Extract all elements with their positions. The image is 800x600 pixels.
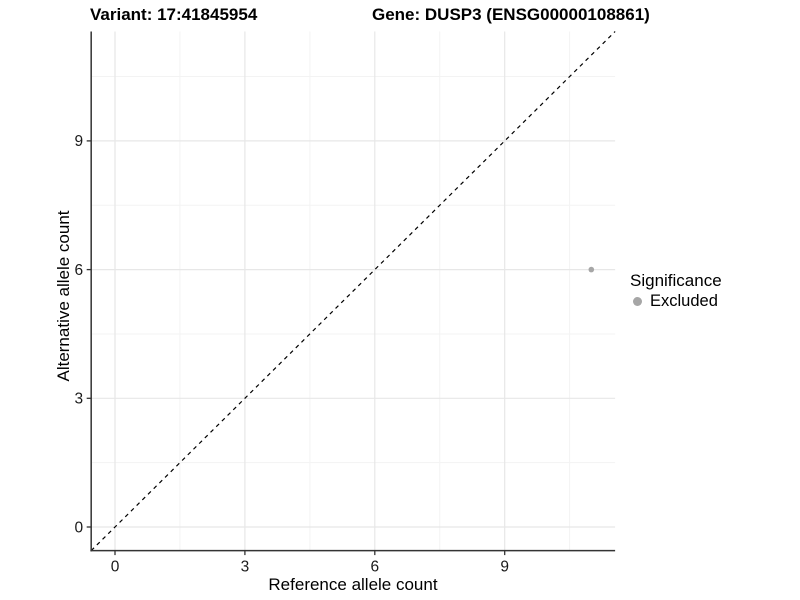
- gene-title: Gene: DUSP3 (ENSG00000108861): [372, 5, 650, 24]
- x-tick-label: 0: [111, 559, 120, 576]
- identity-line: [90, 31, 616, 552]
- legend-item-label: Excluded: [650, 292, 718, 310]
- y-tick-label: 3: [75, 391, 84, 408]
- y-tick-label: 6: [75, 262, 84, 279]
- data-point: [588, 266, 595, 273]
- x-tick-label: 9: [500, 559, 509, 576]
- x-tick-label: 6: [370, 559, 379, 576]
- y-tick-label: 9: [75, 133, 84, 150]
- excluded-point-icon: [633, 297, 642, 306]
- x-tick-label: 3: [241, 559, 250, 576]
- legend-item-excluded: Excluded: [630, 292, 722, 311]
- y-axis-title: Alternative allele count: [54, 210, 73, 382]
- y-tick-label: 0: [75, 519, 84, 536]
- x-axis-title: Reference allele count: [268, 575, 438, 594]
- variant-title: Variant: 17:41845954: [90, 5, 258, 24]
- legend-title: Significance: [630, 271, 722, 290]
- legend: Significance Excluded: [630, 271, 722, 311]
